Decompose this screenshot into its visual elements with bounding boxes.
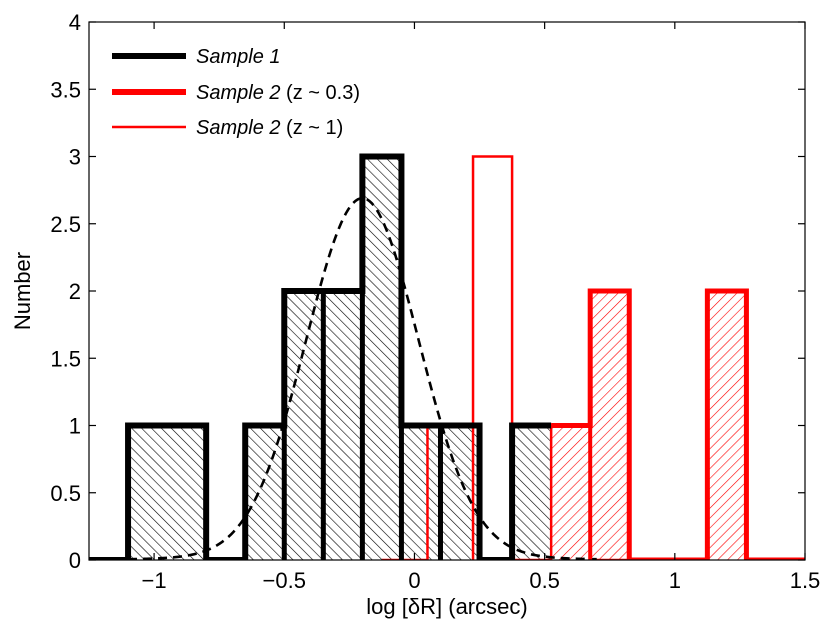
y-tick-label-8: 4: [69, 10, 81, 35]
y-axis-label: Number: [10, 252, 35, 330]
legend: Sample 1 Sample 2 (z ~ 0.3) Sample 2 (z …: [112, 46, 360, 139]
legend-label-sample2-z03: Sample 2 (z ~ 0.3): [196, 82, 360, 104]
x-tick-label-2: 0: [408, 568, 420, 593]
series0-bin-fill-6: [362, 156, 402, 560]
legend-label-sample1: Sample 1: [196, 46, 281, 68]
y-tick-label-3: 1.5: [50, 346, 81, 371]
series0-bin-fill-1: [128, 425, 207, 560]
series0-bin-fill-3: [245, 425, 285, 560]
series0-bin-fill-5: [323, 291, 363, 560]
histogram-outlines: [89, 153, 805, 560]
y-tick-label-6: 3: [69, 145, 81, 170]
series1-outline: [551, 288, 805, 560]
legend-item-sample2-z03: Sample 2 (z ~ 0.3): [112, 82, 360, 104]
series0-outline: [89, 153, 552, 560]
y-tick-label-5: 2.5: [50, 212, 81, 237]
y-tick-label-2: 1: [69, 414, 81, 439]
series0-bin-fill-4: [284, 291, 324, 560]
series1-bin-fill-0: [551, 425, 591, 560]
series1-bin-fill-1: [590, 291, 630, 560]
y-tick-label-1: 0.5: [50, 481, 81, 506]
x-tick-label-3: 0.5: [529, 568, 560, 593]
series0-bin-fill-7: [401, 425, 441, 560]
x-tick-label-1: −0.5: [263, 568, 306, 593]
axis-ticks: −1 −0.5 0 0.5 1 1.5 0 0.5 1 1.5 2 2.5 3 3.5 4: [50, 10, 820, 593]
series0-bin-fill-10: [512, 425, 552, 560]
x-tick-label-4: 1: [669, 568, 681, 593]
y-tick-label-7: 3.5: [50, 77, 81, 102]
legend-item-sample1: Sample 1: [112, 46, 281, 68]
y-tick-label-0: 0: [69, 548, 81, 573]
x-tick-label-0: −1: [142, 568, 167, 593]
legend-label-sample2-z1: Sample 2 (z ~ 1): [196, 117, 343, 139]
y-tick-label-4: 2: [69, 279, 81, 304]
histogram-fills: [128, 156, 747, 560]
x-tick-label-5: 1.5: [790, 568, 821, 593]
legend-item-sample2-z1: Sample 2 (z ~ 1): [112, 117, 343, 139]
series1-bin-fill-4: [707, 291, 747, 560]
x-axis-label: log [δR] (arcsec): [366, 594, 527, 619]
